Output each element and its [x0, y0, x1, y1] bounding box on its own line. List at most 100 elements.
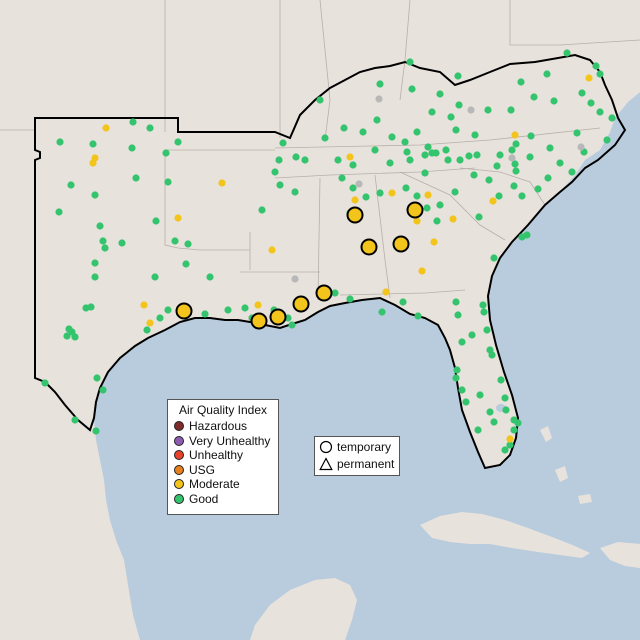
- good-monitor[interactable]: [371, 146, 379, 154]
- moderate-monitor[interactable]: [89, 159, 97, 167]
- good-monitor[interactable]: [479, 301, 487, 309]
- good-monitor[interactable]: [568, 168, 576, 176]
- good-monitor[interactable]: [101, 244, 109, 252]
- good-monitor[interactable]: [164, 178, 172, 186]
- good-monitor[interactable]: [493, 162, 501, 170]
- good-monitor[interactable]: [507, 106, 515, 114]
- good-monitor[interactable]: [413, 128, 421, 136]
- no-data-monitor[interactable]: [355, 180, 363, 188]
- good-monitor[interactable]: [388, 133, 396, 141]
- good-monitor[interactable]: [603, 136, 611, 144]
- good-monitor[interactable]: [518, 233, 526, 241]
- good-monitor[interactable]: [316, 96, 324, 104]
- temporary-monitor-moderate[interactable]: [250, 312, 268, 330]
- good-monitor[interactable]: [573, 129, 581, 137]
- good-monitor[interactable]: [93, 374, 101, 382]
- good-monitor[interactable]: [502, 406, 510, 414]
- good-monitor[interactable]: [563, 49, 571, 57]
- good-monitor[interactable]: [406, 156, 414, 164]
- moderate-monitor[interactable]: [140, 301, 148, 309]
- good-monitor[interactable]: [201, 310, 209, 318]
- moderate-monitor[interactable]: [424, 191, 432, 199]
- good-monitor[interactable]: [55, 208, 63, 216]
- good-monitor[interactable]: [413, 192, 421, 200]
- good-monitor[interactable]: [401, 138, 409, 146]
- good-monitor[interactable]: [465, 152, 473, 160]
- good-monitor[interactable]: [71, 416, 79, 424]
- moderate-monitor[interactable]: [351, 196, 359, 204]
- good-monitor[interactable]: [182, 260, 190, 268]
- good-monitor[interactable]: [331, 289, 339, 297]
- good-monitor[interactable]: [527, 132, 535, 140]
- good-monitor[interactable]: [495, 192, 503, 200]
- good-monitor[interactable]: [596, 70, 604, 78]
- moderate-monitor[interactable]: [268, 246, 276, 254]
- moderate-monitor[interactable]: [146, 319, 154, 327]
- good-monitor[interactable]: [128, 144, 136, 152]
- good-monitor[interactable]: [506, 441, 514, 449]
- no-data-monitor[interactable]: [508, 154, 516, 162]
- good-monitor[interactable]: [406, 58, 414, 66]
- moderate-monitor[interactable]: [585, 74, 593, 82]
- good-monitor[interactable]: [485, 176, 493, 184]
- good-monitor[interactable]: [378, 308, 386, 316]
- good-monitor[interactable]: [373, 116, 381, 124]
- good-monitor[interactable]: [174, 138, 182, 146]
- good-monitor[interactable]: [501, 394, 509, 402]
- good-monitor[interactable]: [512, 140, 520, 148]
- moderate-monitor[interactable]: [413, 217, 421, 225]
- good-monitor[interactable]: [349, 184, 357, 192]
- good-monitor[interactable]: [486, 408, 494, 416]
- good-monitor[interactable]: [91, 191, 99, 199]
- good-monitor[interactable]: [421, 169, 429, 177]
- good-monitor[interactable]: [376, 189, 384, 197]
- good-monitor[interactable]: [241, 304, 249, 312]
- good-monitor[interactable]: [321, 134, 329, 142]
- good-monitor[interactable]: [501, 446, 509, 454]
- good-monitor[interactable]: [91, 259, 99, 267]
- good-monitor[interactable]: [497, 376, 505, 384]
- no-data-monitor[interactable]: [291, 275, 299, 283]
- good-monitor[interactable]: [543, 70, 551, 78]
- moderate-monitor[interactable]: [511, 131, 519, 139]
- good-monitor[interactable]: [224, 306, 232, 314]
- moderate-monitor[interactable]: [418, 267, 426, 275]
- good-monitor[interactable]: [146, 124, 154, 132]
- good-monitor[interactable]: [534, 185, 542, 193]
- good-monitor[interactable]: [476, 391, 484, 399]
- temporary-monitor-moderate[interactable]: [346, 206, 364, 224]
- good-monitor[interactable]: [455, 101, 463, 109]
- good-monitor[interactable]: [452, 374, 460, 382]
- good-monitor[interactable]: [414, 312, 422, 320]
- good-monitor[interactable]: [447, 113, 455, 121]
- good-monitor[interactable]: [91, 273, 99, 281]
- good-monitor[interactable]: [596, 108, 604, 116]
- good-monitor[interactable]: [421, 151, 429, 159]
- good-monitor[interactable]: [129, 118, 137, 126]
- good-monitor[interactable]: [468, 331, 476, 339]
- good-monitor[interactable]: [511, 160, 519, 168]
- good-monitor[interactable]: [171, 237, 179, 245]
- good-monitor[interactable]: [424, 143, 432, 151]
- good-monitor[interactable]: [444, 156, 452, 164]
- no-data-monitor[interactable]: [375, 95, 383, 103]
- good-monitor[interactable]: [386, 159, 394, 167]
- good-monitor[interactable]: [556, 159, 564, 167]
- good-monitor[interactable]: [279, 139, 287, 147]
- good-monitor[interactable]: [462, 398, 470, 406]
- good-monitor[interactable]: [184, 240, 192, 248]
- good-monitor[interactable]: [471, 131, 479, 139]
- good-monitor[interactable]: [483, 326, 491, 334]
- good-monitor[interactable]: [403, 148, 411, 156]
- moderate-monitor[interactable]: [174, 214, 182, 222]
- good-monitor[interactable]: [428, 108, 436, 116]
- good-monitor[interactable]: [428, 149, 436, 157]
- good-monitor[interactable]: [288, 321, 296, 329]
- good-monitor[interactable]: [399, 298, 407, 306]
- good-monitor[interactable]: [41, 379, 49, 387]
- good-monitor[interactable]: [518, 192, 526, 200]
- good-monitor[interactable]: [276, 181, 284, 189]
- good-monitor[interactable]: [526, 153, 534, 161]
- good-monitor[interactable]: [162, 149, 170, 157]
